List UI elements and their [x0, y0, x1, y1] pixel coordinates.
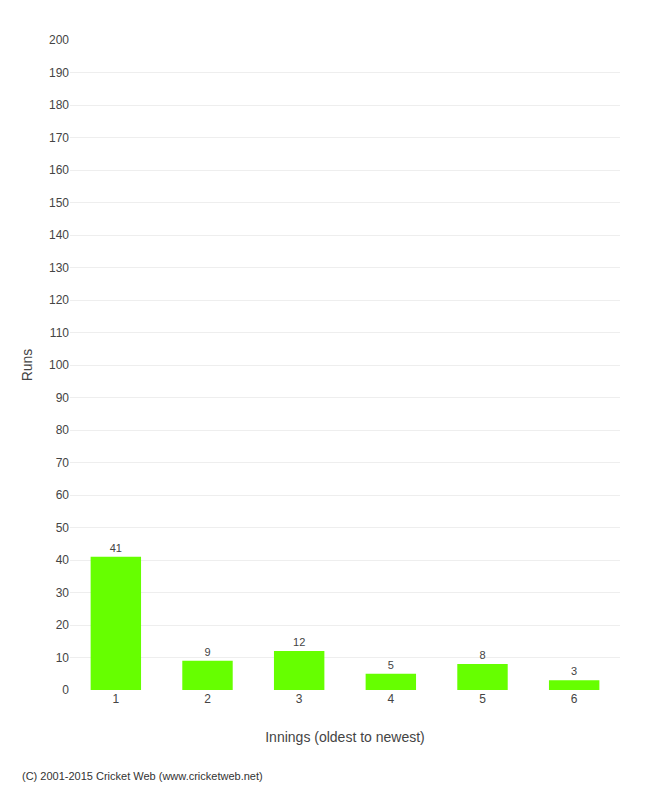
svg-text:8: 8 — [479, 649, 485, 661]
svg-text:80: 80 — [56, 423, 70, 437]
svg-text:(C) 2001-2015 Cricket Web (www: (C) 2001-2015 Cricket Web (www.cricketwe… — [22, 770, 263, 782]
svg-text:0: 0 — [62, 683, 69, 697]
svg-text:130: 130 — [49, 261, 69, 275]
svg-text:3: 3 — [296, 692, 303, 706]
svg-text:40: 40 — [56, 553, 70, 567]
svg-text:41: 41 — [110, 542, 122, 554]
svg-text:190: 190 — [49, 66, 69, 80]
svg-text:10: 10 — [56, 651, 70, 665]
svg-text:4: 4 — [387, 692, 394, 706]
svg-text:110: 110 — [50, 326, 69, 340]
svg-text:20: 20 — [56, 618, 70, 632]
svg-text:1: 1 — [112, 692, 119, 706]
svg-text:90: 90 — [56, 391, 70, 405]
svg-text:12: 12 — [293, 636, 305, 648]
svg-text:170: 170 — [49, 131, 69, 145]
svg-text:200: 200 — [49, 33, 69, 47]
svg-text:3: 3 — [571, 665, 577, 677]
svg-text:Innings (oldest to newest): Innings (oldest to newest) — [265, 729, 425, 745]
svg-text:70: 70 — [56, 456, 70, 470]
svg-text:30: 30 — [56, 586, 70, 600]
svg-text:5: 5 — [479, 692, 486, 706]
svg-text:120: 120 — [49, 293, 69, 307]
svg-text:6: 6 — [571, 692, 578, 706]
svg-text:9: 9 — [204, 646, 210, 658]
svg-text:150: 150 — [49, 196, 69, 210]
svg-text:60: 60 — [56, 488, 70, 502]
svg-text:140: 140 — [49, 228, 69, 242]
svg-text:Runs: Runs — [19, 349, 35, 382]
svg-text:100: 100 — [49, 358, 69, 372]
svg-text:2: 2 — [204, 692, 211, 706]
svg-text:5: 5 — [388, 659, 394, 671]
svg-text:50: 50 — [56, 521, 70, 535]
svg-text:160: 160 — [49, 163, 69, 177]
svg-text:180: 180 — [49, 98, 69, 112]
